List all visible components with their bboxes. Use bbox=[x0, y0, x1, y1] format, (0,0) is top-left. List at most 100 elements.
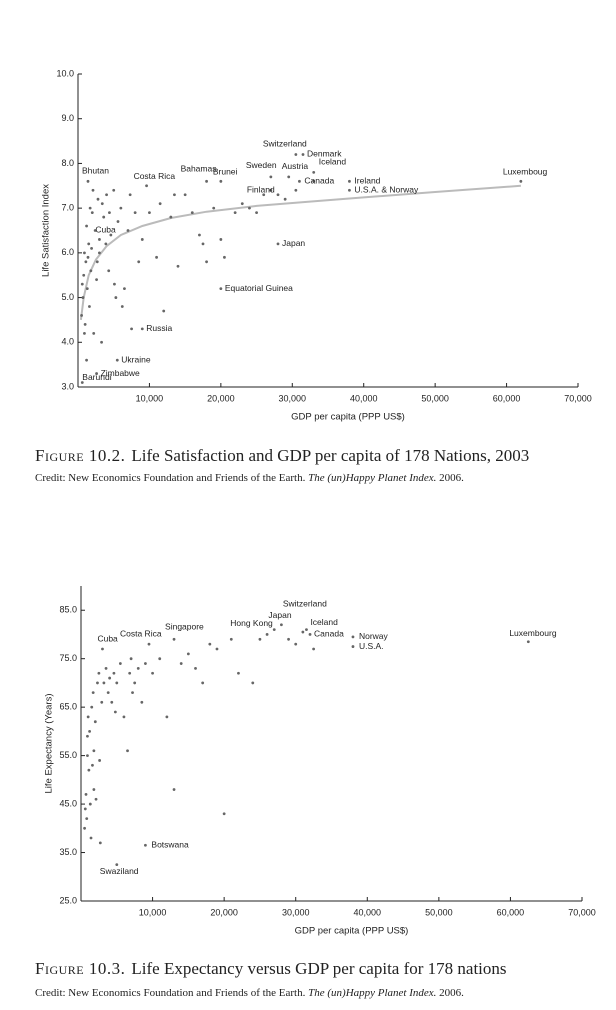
point-label: Ukraine bbox=[121, 354, 151, 364]
data-point bbox=[80, 381, 84, 384]
x-axis-title: GDP per capita (PPP US$) bbox=[291, 412, 405, 423]
data-point bbox=[147, 642, 151, 646]
data-point bbox=[348, 179, 351, 183]
point-label: Denmark bbox=[307, 149, 342, 159]
data-point bbox=[102, 681, 106, 685]
x-tick-label: 70,000 bbox=[564, 393, 592, 403]
data-point bbox=[222, 812, 226, 816]
data-point bbox=[88, 206, 92, 210]
data-point bbox=[201, 681, 205, 685]
point-label: Costa Rica bbox=[134, 171, 176, 181]
data-point bbox=[251, 681, 255, 685]
y-tick-label: 9.0 bbox=[61, 113, 74, 123]
data-point bbox=[519, 179, 523, 183]
y-tick-label: 45.0 bbox=[59, 798, 77, 808]
x-axis-title: GDP per capita (PPP US$) bbox=[295, 926, 409, 937]
credit-part: Credit: New Economics Foundation and Fri… bbox=[35, 472, 308, 484]
credit: Credit: New Economics Foundation and Fri… bbox=[35, 472, 464, 484]
data-point bbox=[91, 763, 94, 767]
data-point bbox=[155, 255, 158, 259]
data-point bbox=[96, 681, 99, 685]
data-point bbox=[94, 797, 98, 801]
data-point bbox=[165, 715, 169, 719]
data-point bbox=[85, 224, 88, 228]
data-point bbox=[137, 260, 141, 264]
point-label: Hong Kong bbox=[230, 618, 273, 628]
x-tick-label: 50,000 bbox=[421, 393, 449, 403]
data-point bbox=[248, 206, 251, 210]
chart: 25.0 35.0 45.0 55.0 65.0 75.0 85.0 10,000 20,000… bbox=[35, 586, 596, 999]
data-point bbox=[126, 749, 129, 753]
x-tick-label: 60,000 bbox=[493, 393, 521, 403]
data-point bbox=[107, 269, 111, 273]
data-point bbox=[186, 652, 190, 656]
point-label: Japan bbox=[282, 238, 305, 248]
x-tick-label: 20,000 bbox=[210, 907, 238, 917]
data-point bbox=[115, 358, 119, 362]
data-point bbox=[81, 296, 85, 299]
data-point bbox=[82, 273, 86, 277]
data-point bbox=[88, 305, 91, 308]
point-label: Canada bbox=[304, 176, 334, 186]
data-point bbox=[294, 153, 298, 156]
data-point bbox=[305, 628, 308, 632]
point-label: Bahamas bbox=[181, 164, 217, 174]
data-point bbox=[280, 623, 283, 627]
data-point bbox=[169, 215, 173, 219]
data-point bbox=[97, 671, 101, 675]
data-point bbox=[101, 647, 104, 651]
data-point bbox=[93, 229, 97, 232]
point-label: Canada bbox=[314, 629, 344, 639]
data-point bbox=[87, 768, 91, 772]
x-tick-label: 10,000 bbox=[139, 907, 167, 917]
point-label: Cuba bbox=[95, 225, 116, 235]
data-point bbox=[95, 260, 99, 264]
data-point bbox=[283, 197, 287, 201]
data-point bbox=[526, 640, 530, 644]
x-tick-label: 70,000 bbox=[568, 907, 596, 917]
data-point bbox=[88, 729, 91, 733]
point-label: Russia bbox=[146, 323, 172, 333]
x-tick-label: 30,000 bbox=[282, 907, 310, 917]
data-point bbox=[92, 788, 96, 791]
data-point bbox=[144, 662, 147, 665]
data-point bbox=[212, 206, 216, 210]
data-point bbox=[86, 734, 89, 738]
data-point bbox=[91, 188, 95, 192]
point-label: Luxemboug bbox=[503, 167, 548, 177]
data-point bbox=[198, 233, 201, 237]
data-point bbox=[129, 657, 133, 661]
point-label: U.S.A. & Norway bbox=[354, 185, 419, 195]
point-label: Zimbabwe bbox=[101, 368, 140, 378]
point-label: Singapore bbox=[165, 622, 204, 632]
data-point bbox=[262, 193, 266, 197]
point-label: Costa Rica bbox=[120, 628, 162, 638]
data-point bbox=[269, 175, 273, 179]
data-point bbox=[176, 264, 180, 268]
data-point bbox=[108, 211, 111, 215]
data-point bbox=[140, 327, 144, 331]
data-point bbox=[287, 637, 290, 641]
data-point bbox=[86, 715, 90, 719]
credit-part: The (un)Happy Planet Index. bbox=[308, 472, 436, 484]
data-point bbox=[86, 255, 90, 259]
data-point bbox=[229, 637, 233, 641]
y-tick-label: 7.0 bbox=[61, 203, 74, 213]
point-label: Cuba bbox=[97, 633, 118, 643]
data-point bbox=[95, 372, 98, 375]
point-label: Equatorial Guinea bbox=[225, 283, 293, 293]
data-point bbox=[276, 242, 280, 246]
data-point bbox=[98, 251, 101, 255]
data-point bbox=[98, 238, 101, 241]
point-label: Ireland bbox=[354, 176, 380, 186]
y-tick-label: 4.0 bbox=[61, 337, 74, 347]
data-point bbox=[83, 826, 86, 830]
data-point bbox=[86, 179, 90, 183]
point-label: Sweden bbox=[246, 160, 277, 170]
data-point bbox=[90, 246, 93, 250]
data-point bbox=[104, 242, 108, 246]
data-point bbox=[80, 282, 84, 286]
data-point bbox=[93, 720, 97, 724]
point-label: Switzerland bbox=[283, 598, 327, 608]
